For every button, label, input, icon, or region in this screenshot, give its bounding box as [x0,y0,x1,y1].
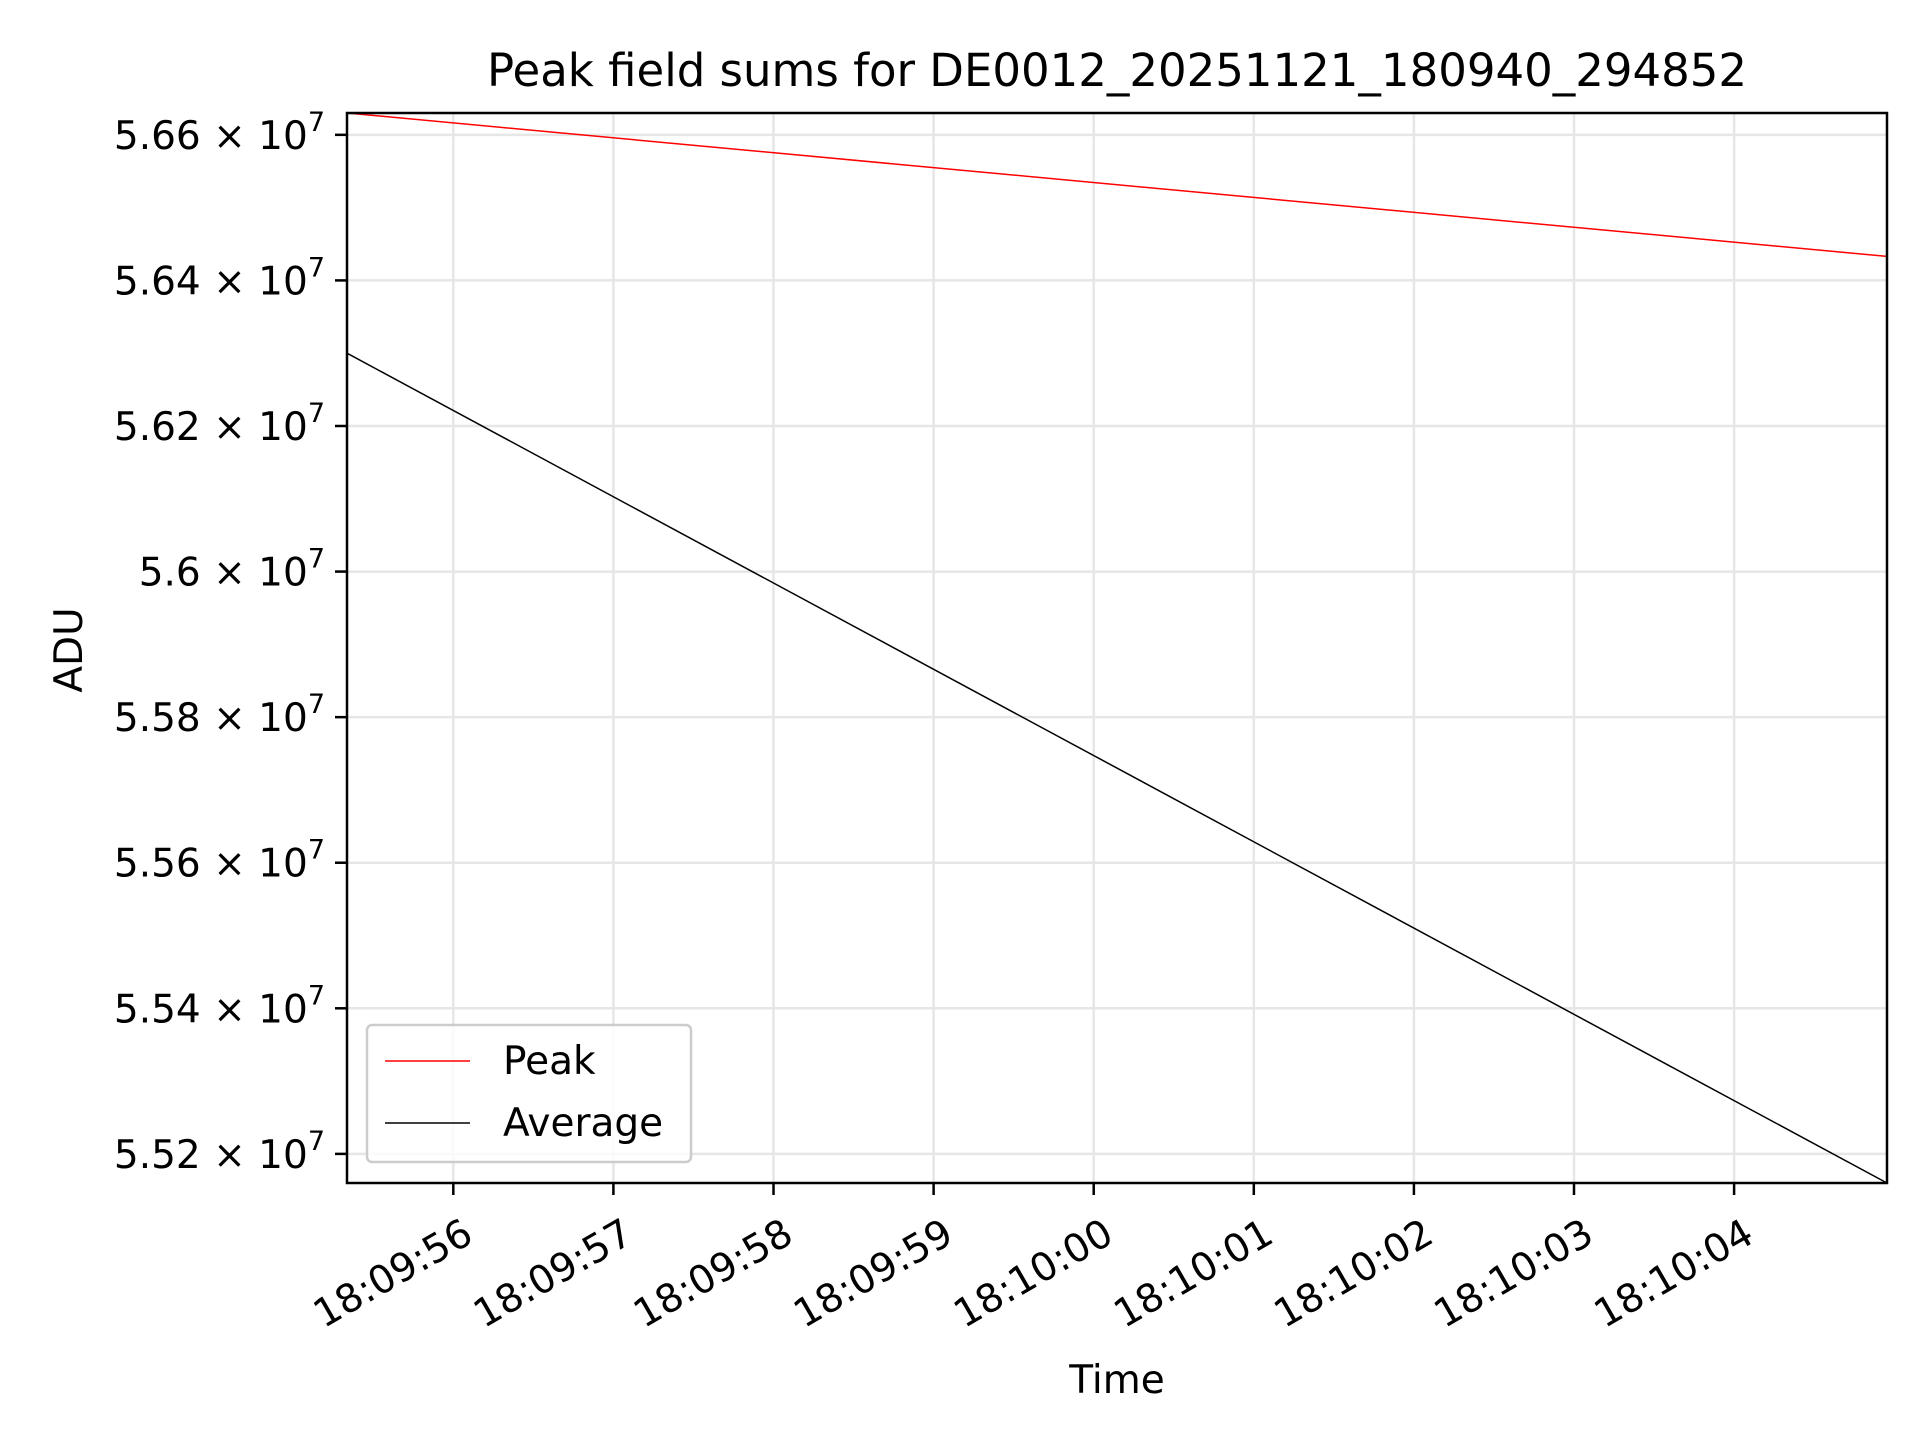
series-line-peak [346,112,1888,258]
chart-title: Peak field sums for DE0012_20251121_1809… [487,44,1747,97]
grid-layer [347,113,1887,1183]
y-tick-label: 5.66 × 107 [114,107,325,159]
y-tick-label: 5.52 × 107 [114,1126,325,1178]
series-line-average [346,352,1888,1184]
y-tick-label: 5.58 × 107 [114,689,325,741]
y-tick-label: 5.6 × 107 [139,544,325,596]
series-layer [346,112,1888,1184]
x-axis-label: Time [1068,1358,1164,1403]
plot-frame [345,111,1889,1185]
legend: Peak Average [365,1023,693,1164]
y-tick-label: 5.64 × 107 [114,252,325,304]
legend-box [365,1023,693,1164]
legend-label-peak: Peak [503,1039,596,1084]
y-axis-label: ADU [47,607,92,692]
legend-label-average: Average [503,1101,663,1146]
y-tick-label: 5.54 × 107 [114,980,325,1032]
y-tick-label: 5.56 × 107 [114,835,325,887]
y-tick-label: 5.62 × 107 [114,398,325,450]
